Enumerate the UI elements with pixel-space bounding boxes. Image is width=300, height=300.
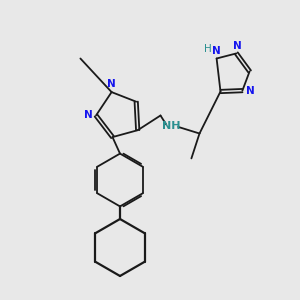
Text: N: N [246,85,255,96]
Text: N: N [84,110,92,120]
Text: N: N [106,80,116,89]
Text: NH: NH [162,121,181,131]
Text: N: N [232,41,242,51]
Text: N: N [212,46,220,56]
Text: H: H [204,44,212,54]
